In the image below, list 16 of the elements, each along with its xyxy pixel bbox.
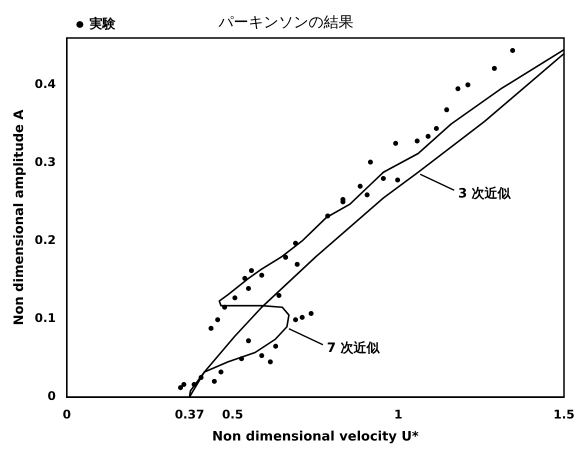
annotation: 7 次近似 bbox=[326, 340, 380, 356]
x-tick-label: 0.5 bbox=[222, 407, 244, 422]
y-tick-label: 0.4 bbox=[34, 76, 56, 91]
x-tick-label: 1.5 bbox=[553, 407, 575, 422]
legend-label: 実験 bbox=[88, 16, 116, 32]
x-tick-label: 0.37 bbox=[174, 407, 204, 422]
annotation: 3 次近似 bbox=[458, 186, 512, 202]
y-axis-title: Non dimensional amplitude A bbox=[12, 110, 28, 326]
chart-title: パーキンソンの結果 bbox=[218, 12, 354, 31]
y-tick-label: 0.3 bbox=[34, 154, 56, 169]
x-tick-label: 0 bbox=[62, 407, 72, 422]
x-axis-title: Non dimensional velocity U* bbox=[212, 430, 419, 445]
x-tick-label: 1 bbox=[394, 407, 402, 422]
y-tick-label: 0.2 bbox=[34, 233, 56, 248]
y-tick-label: 0.1 bbox=[34, 311, 56, 326]
y-tick-label: 0 bbox=[48, 389, 56, 404]
